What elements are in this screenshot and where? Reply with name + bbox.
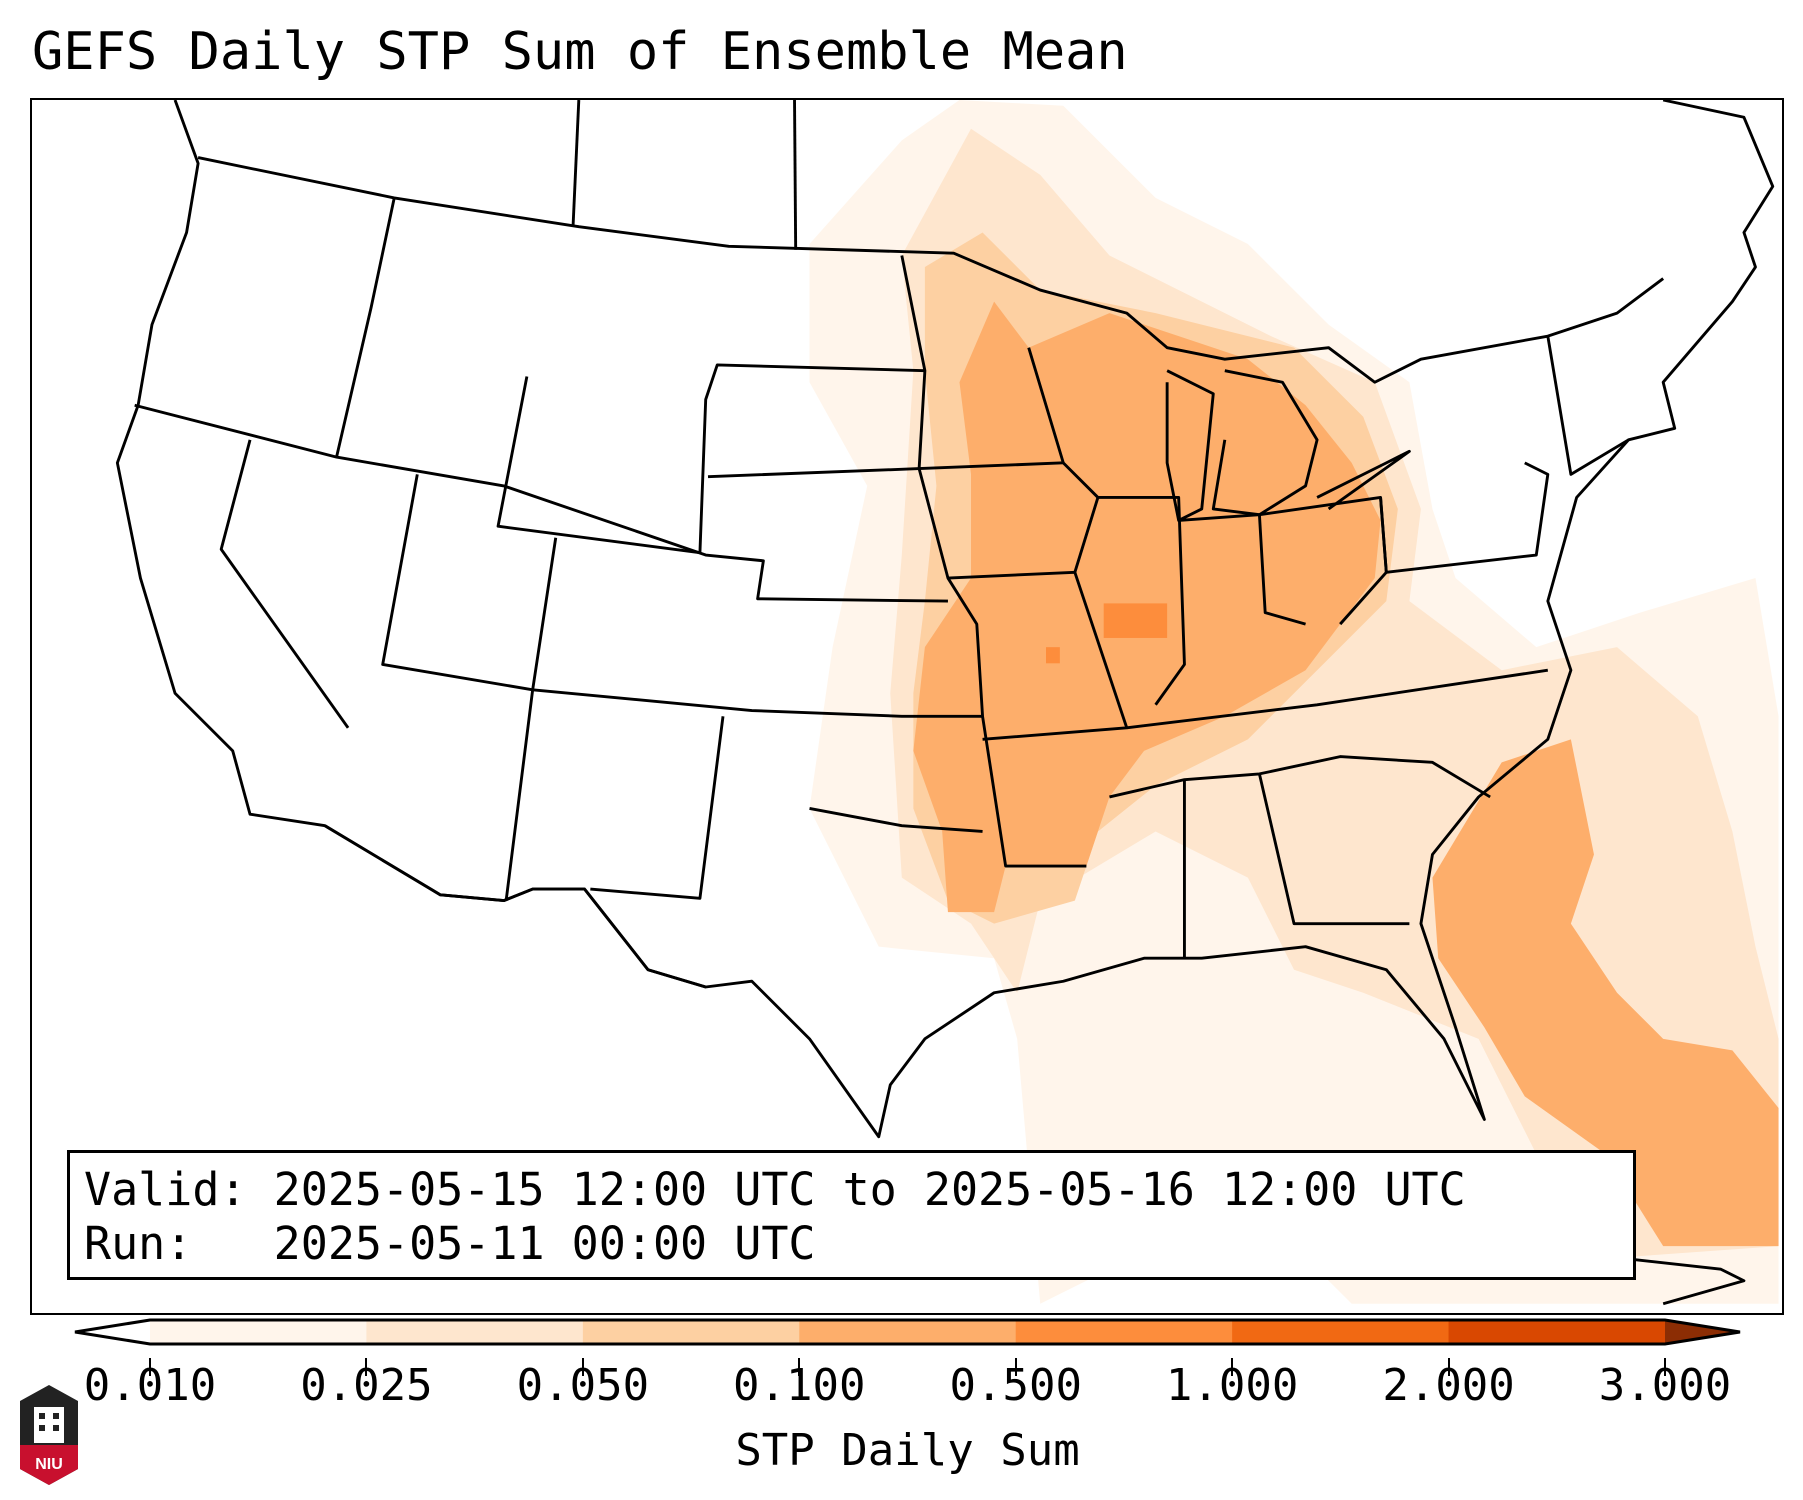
state-line xyxy=(1126,668,1549,730)
state-line xyxy=(1258,773,1410,926)
colorbar-tick-label: 0.100 xyxy=(733,1360,866,1411)
state-line xyxy=(947,570,1129,741)
colorbar-tick-label: 0.500 xyxy=(949,1360,1082,1411)
map-panel xyxy=(30,98,1784,1315)
colorbar-tick xyxy=(1014,1358,1017,1376)
valid-label: Valid: xyxy=(84,1163,247,1216)
stp-shading xyxy=(809,100,1779,1304)
stp-map xyxy=(115,100,1779,1306)
state-line xyxy=(900,255,1087,868)
colorbar-segment xyxy=(1015,1320,1233,1344)
colorbar-segment xyxy=(366,1320,584,1344)
state-line xyxy=(496,363,925,555)
colorbar-tick xyxy=(1664,1358,1666,1376)
state-line xyxy=(1379,461,1550,574)
colorbar-tick xyxy=(1447,1358,1450,1376)
colorbar-tick xyxy=(1231,1358,1234,1376)
state-line xyxy=(571,100,581,227)
state-line xyxy=(590,716,725,900)
colorbar-segment xyxy=(799,1320,1017,1344)
colorbar-outline xyxy=(74,1318,1741,1346)
great-lakes xyxy=(1211,369,1319,517)
colorbar-tick-label: 0.025 xyxy=(300,1360,433,1411)
map-title: GEFS Daily STP Sum of Ensemble Mean xyxy=(32,22,1128,82)
niu-logo: NIU xyxy=(20,1385,78,1485)
colorbar-tick xyxy=(365,1358,368,1376)
colorbar-label: STP Daily Sum xyxy=(735,1425,1080,1476)
colorbar-segment xyxy=(1232,1320,1450,1344)
great-lakes xyxy=(1165,369,1215,522)
colorbar-tick-label: 0.010 xyxy=(83,1360,217,1411)
svg-text:NIU: NIU xyxy=(35,1456,63,1473)
colorbar-under-arrow xyxy=(75,1320,150,1344)
shade-0500 xyxy=(1103,603,1168,638)
state-line xyxy=(335,197,396,458)
state-line xyxy=(504,537,558,901)
colorbar xyxy=(74,1318,1741,1346)
colorbar-segment xyxy=(150,1320,367,1344)
state-line xyxy=(809,807,983,833)
state-line xyxy=(1073,495,1186,706)
valid-value: 2025-05-15 12:00 UTC to 2025-05-16 12:00… xyxy=(273,1163,1466,1216)
state-line xyxy=(1178,513,1306,626)
colorbar-tick-label: 1.000 xyxy=(1165,1360,1299,1411)
colorbar-tick xyxy=(798,1358,801,1376)
shade-0100-southeast xyxy=(1432,739,1779,1247)
run-value: 2025-05-11 00:00 UTC xyxy=(273,1217,816,1270)
boundaries xyxy=(115,100,1775,1306)
shade-0500 xyxy=(1046,647,1060,664)
coastline xyxy=(115,100,1775,1139)
great-lakes xyxy=(1316,449,1411,511)
colorbar-tick-label: 3.000 xyxy=(1598,1360,1732,1411)
colorbar-segment xyxy=(1448,1320,1666,1344)
colorbar-tick xyxy=(149,1358,151,1376)
colorbar-over-arrow xyxy=(1665,1320,1740,1344)
colorbar-tick xyxy=(581,1358,584,1376)
canada-border xyxy=(197,156,1665,384)
mexico-border xyxy=(324,824,707,989)
colorbar-tick-label: 2.000 xyxy=(1382,1360,1515,1411)
colorbar-tick-label: 0.050 xyxy=(516,1360,650,1411)
state-line xyxy=(381,474,983,718)
state-line xyxy=(1109,755,1491,799)
state-line xyxy=(1027,347,1099,499)
state-line xyxy=(219,439,350,729)
state-line xyxy=(1546,335,1630,476)
state-line xyxy=(793,100,798,250)
state-line xyxy=(134,403,948,603)
valid-run-info-box: Valid: 2025-05-15 12:00 UTC to 2025-05-1… xyxy=(67,1150,1636,1280)
colorbar-segment xyxy=(582,1320,800,1344)
run-label: Run: xyxy=(84,1217,193,1270)
colorbar-label-row: STP Daily Sum xyxy=(0,1425,1803,1476)
